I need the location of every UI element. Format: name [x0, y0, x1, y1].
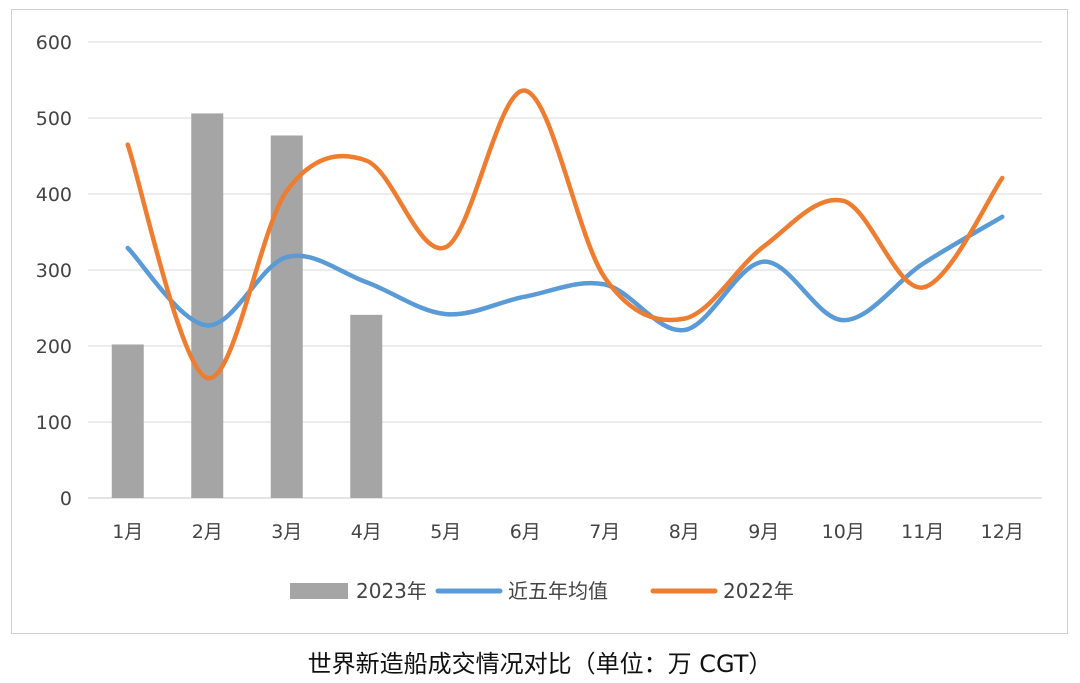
x-tick-label: 7月: [589, 521, 620, 543]
bar-2: [191, 113, 224, 498]
chart-frame: [11, 9, 1068, 634]
chart-caption: 世界新造船成交情况对比（单位：万 CGT）: [307, 650, 773, 678]
bar-3: [270, 135, 303, 499]
y-tick-label: 200: [36, 336, 72, 358]
legend-label: 近五年均值: [508, 579, 608, 603]
line-series-1: [125, 214, 1005, 333]
y-tick-label: 500: [36, 108, 72, 130]
chart-svg: 0 100 200 300 400 500 600 1月 2月 3月 4月 5月 6月 7月 8月 9月 10…: [36, 32, 1042, 603]
x-tick-label: 9月: [748, 521, 779, 543]
y-tick-label: 600: [36, 32, 72, 54]
legend-label: 2023年: [356, 579, 427, 603]
x-tick-label: 6月: [510, 521, 541, 543]
y-tick-label: 400: [36, 184, 72, 206]
bar-1: [111, 344, 144, 498]
x-tick-label: 3月: [271, 521, 302, 543]
x-tick-label: 8月: [669, 521, 700, 543]
x-tick-label: 5月: [430, 521, 461, 543]
x-axis-ticks: 1月 2月 3月 4月 5月 6月 7月 8月 9月 10月 11月 12月: [112, 521, 1024, 543]
legend-label: 2022年: [723, 579, 794, 603]
legend-swatch: [290, 583, 348, 599]
y-tick-label: 100: [36, 412, 72, 434]
line-series: [125, 88, 1005, 381]
x-tick-label: 12月: [981, 521, 1024, 543]
x-tick-label: 1月: [112, 521, 143, 543]
legend: 2023年 近五年均值 2022年: [290, 579, 794, 603]
x-tick-label: 11月: [901, 521, 944, 543]
y-tick-label: 300: [36, 260, 72, 282]
bar-series: [111, 113, 383, 499]
bar-4: [350, 314, 383, 498]
y-tick-label: 0: [60, 488, 72, 510]
line-series-2: [125, 88, 1005, 381]
y-axis-ticks: 0 100 200 300 400 500 600: [36, 32, 72, 510]
grid-layer: [88, 41, 1042, 499]
x-tick-label: 4月: [351, 521, 382, 543]
x-tick-label: 10月: [822, 521, 865, 543]
x-tick-label: 2月: [192, 521, 223, 543]
